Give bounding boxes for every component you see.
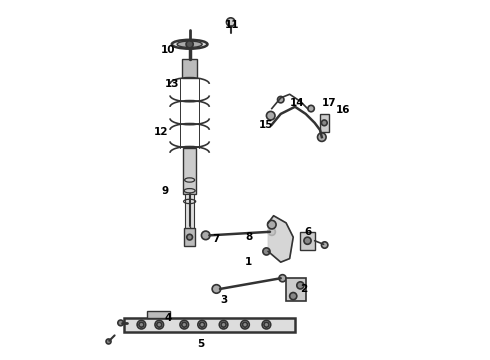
Text: 17: 17 xyxy=(321,98,336,108)
Circle shape xyxy=(180,320,189,329)
Text: 4: 4 xyxy=(165,312,172,323)
Circle shape xyxy=(321,120,327,126)
Text: 7: 7 xyxy=(213,234,220,244)
Circle shape xyxy=(212,285,220,293)
Circle shape xyxy=(221,322,226,327)
Bar xyxy=(183,148,196,194)
Circle shape xyxy=(308,105,314,112)
Circle shape xyxy=(321,242,328,248)
Circle shape xyxy=(268,220,276,229)
Circle shape xyxy=(157,322,162,327)
Circle shape xyxy=(279,275,286,282)
Text: 5: 5 xyxy=(196,339,204,349)
Circle shape xyxy=(290,293,297,300)
Bar xyxy=(300,232,315,249)
Bar xyxy=(320,114,329,132)
Circle shape xyxy=(186,41,193,48)
Circle shape xyxy=(201,231,210,240)
Ellipse shape xyxy=(172,40,207,49)
Ellipse shape xyxy=(177,41,202,48)
Circle shape xyxy=(187,234,193,240)
Bar xyxy=(185,194,194,234)
Circle shape xyxy=(304,237,311,244)
Text: 1: 1 xyxy=(245,257,252,267)
Circle shape xyxy=(243,322,247,327)
Circle shape xyxy=(263,248,270,255)
Circle shape xyxy=(182,322,187,327)
Bar xyxy=(182,59,197,78)
Circle shape xyxy=(220,320,228,329)
Text: 12: 12 xyxy=(154,127,168,137)
Text: 15: 15 xyxy=(259,120,274,130)
Circle shape xyxy=(199,322,205,327)
Text: 6: 6 xyxy=(304,227,311,237)
Text: 10: 10 xyxy=(161,45,175,55)
Text: 13: 13 xyxy=(165,78,179,89)
Circle shape xyxy=(198,320,206,329)
Bar xyxy=(184,228,195,246)
Text: 11: 11 xyxy=(225,19,240,30)
Text: 16: 16 xyxy=(336,105,350,115)
Text: 14: 14 xyxy=(290,98,304,108)
Circle shape xyxy=(118,320,123,326)
Circle shape xyxy=(155,320,164,329)
Circle shape xyxy=(106,339,111,344)
Circle shape xyxy=(318,133,326,141)
Circle shape xyxy=(137,320,146,329)
Circle shape xyxy=(297,282,304,289)
Bar xyxy=(123,318,295,332)
Circle shape xyxy=(264,322,269,327)
Circle shape xyxy=(139,322,144,327)
Text: 9: 9 xyxy=(161,186,168,196)
Bar xyxy=(286,278,306,301)
Circle shape xyxy=(267,111,275,120)
Circle shape xyxy=(277,96,284,103)
Text: 3: 3 xyxy=(220,295,227,305)
Circle shape xyxy=(262,320,270,329)
Circle shape xyxy=(241,320,249,329)
Text: 8: 8 xyxy=(245,232,252,242)
Circle shape xyxy=(268,228,275,235)
Bar xyxy=(147,311,170,318)
Text: 2: 2 xyxy=(300,284,308,294)
Circle shape xyxy=(226,18,235,26)
Polygon shape xyxy=(268,216,293,262)
